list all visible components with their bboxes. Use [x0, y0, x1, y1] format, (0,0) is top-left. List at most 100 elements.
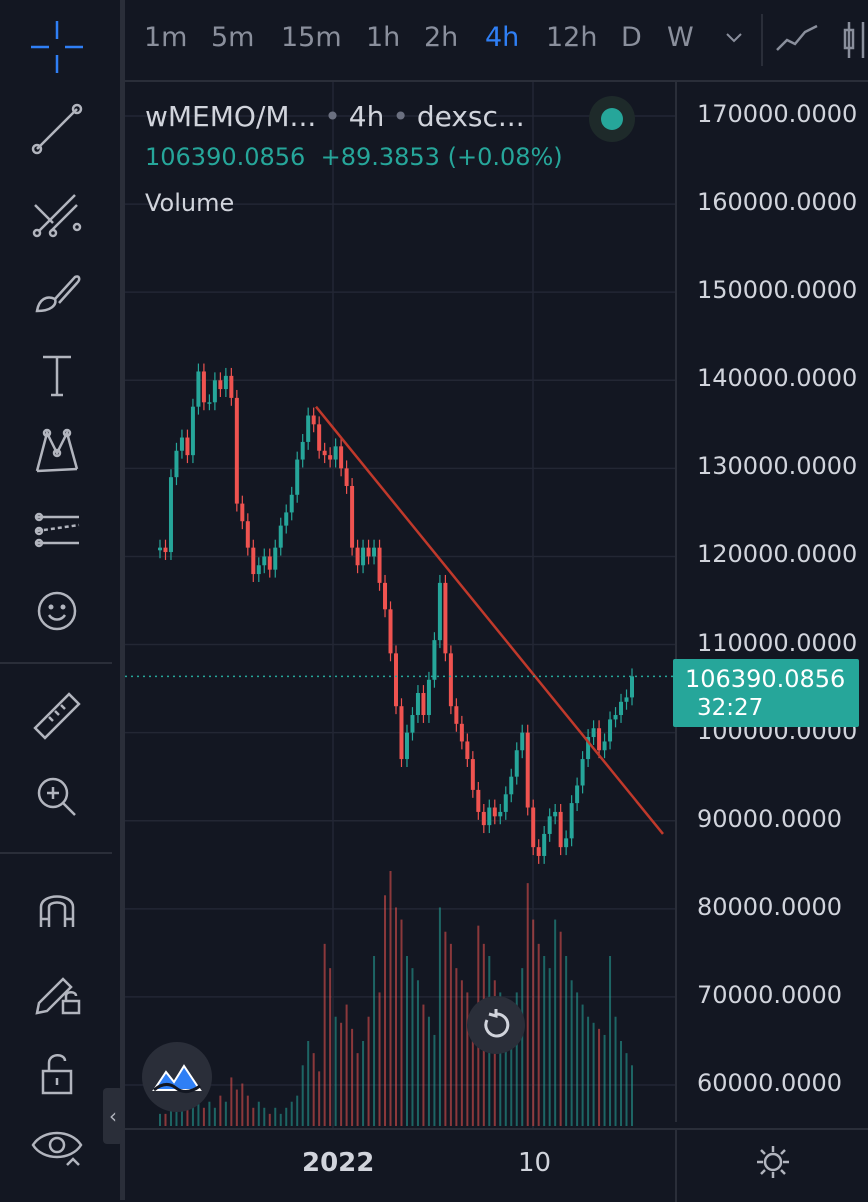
candle-body: [569, 803, 574, 839]
reset-chart-button[interactable]: [467, 996, 525, 1054]
volume-bar: [526, 883, 529, 1126]
timeframe-bar: 1m 5m 15m 1h 2h 4h 12h D W: [125, 0, 868, 82]
candle-body: [459, 723, 464, 742]
candle-body: [168, 477, 173, 553]
candle-body: [256, 565, 261, 575]
candle-body: [158, 547, 162, 551]
timeframe-12h[interactable]: 12h: [546, 22, 598, 53]
volume-bar: [307, 1041, 310, 1126]
candle-body: [339, 446, 344, 469]
volume-bar: [312, 1053, 315, 1126]
volume-bar: [395, 907, 397, 1126]
chart-type-icon[interactable]: [773, 18, 821, 62]
timeframe-1h[interactable]: 1h: [366, 22, 401, 53]
candle-body: [394, 653, 398, 707]
candle-body: [613, 715, 618, 720]
candle-body: [465, 741, 470, 760]
timeframe-15m[interactable]: 15m: [281, 22, 342, 53]
volume-bar: [416, 980, 419, 1126]
timeframe-4h[interactable]: 4h: [485, 22, 520, 53]
candle-body: [564, 838, 569, 848]
volume-bar: [449, 943, 452, 1126]
volume-label: Volume: [145, 189, 235, 217]
volume-bar: [466, 992, 469, 1126]
candle-body: [350, 485, 355, 548]
symbol-name[interactable]: wMEMO/M...: [145, 100, 317, 133]
volume-bar: [318, 1071, 321, 1126]
unlock-icon[interactable]: [22, 1038, 92, 1108]
candle-body: [624, 697, 629, 702]
volume-bar: [515, 992, 518, 1126]
collapse-toolbar-button[interactable]: ‹: [103, 1088, 123, 1144]
legend-exchange: dexsc...: [416, 100, 525, 133]
price-axis[interactable]: 170000.0000 160000.0000 150000.0000 140000.…: [675, 82, 868, 1122]
forecast-icon[interactable]: [22, 496, 92, 566]
candle-body: [311, 415, 316, 425]
timeframe-2h[interactable]: 2h: [424, 22, 459, 53]
text-icon[interactable]: [22, 340, 92, 410]
price-tick: 130000.0000: [697, 452, 858, 481]
volume-bar: [499, 992, 502, 1126]
volume-bar: [537, 943, 540, 1126]
market-status-icon[interactable]: [589, 96, 635, 142]
volume-bar: [598, 1028, 601, 1126]
candle-body: [454, 706, 459, 724]
volume-bar: [576, 992, 579, 1126]
volume-bar: [323, 943, 326, 1126]
candle-body: [602, 741, 607, 751]
timeframe-5m[interactable]: 5m: [211, 22, 255, 53]
volume-bar: [587, 1016, 590, 1126]
candle-body: [388, 609, 393, 654]
volume-bar: [362, 1041, 365, 1126]
volume-bar: [356, 1053, 359, 1126]
volume-bar: [592, 1022, 595, 1126]
candle-body: [531, 807, 536, 848]
eye-icon[interactable]: [22, 1112, 92, 1182]
candle-body: [185, 437, 190, 456]
volume-bar: [532, 919, 535, 1126]
lock-drawing-icon[interactable]: [22, 956, 92, 1026]
timeframe-w[interactable]: W: [667, 22, 694, 53]
brush-icon[interactable]: [22, 258, 92, 328]
volume-bar: [202, 1107, 205, 1126]
time-tick: 10: [518, 1148, 552, 1178]
volume-bar: [548, 968, 551, 1126]
timeframe-1m[interactable]: 1m: [144, 22, 188, 53]
candle-body: [223, 375, 228, 390]
zoom-in-icon[interactable]: [22, 762, 92, 832]
volume-bar: [186, 1095, 189, 1126]
candle-body: [426, 679, 431, 716]
emoji-icon[interactable]: [22, 576, 92, 646]
magnet-icon[interactable]: [22, 874, 92, 944]
candle-body: [575, 785, 580, 804]
timeframe-d[interactable]: D: [621, 22, 642, 53]
candle-body: [174, 450, 179, 478]
price-tick: 160000.0000: [697, 188, 858, 217]
volume-bar: [224, 1101, 227, 1126]
volume-bar: [208, 1101, 211, 1126]
volume-bar: [444, 931, 447, 1126]
volume-bar: [197, 1089, 200, 1126]
crosshair-icon[interactable]: [22, 12, 92, 82]
candle-body: [218, 380, 223, 390]
pattern-icon[interactable]: [22, 416, 92, 486]
price-tick: 60000.0000: [697, 1069, 843, 1097]
gear-icon[interactable]: [755, 1144, 791, 1184]
chevron-down-icon[interactable]: [723, 26, 745, 52]
candle-body: [355, 547, 360, 566]
candle-body: [608, 719, 613, 742]
trend-line-icon[interactable]: [22, 94, 92, 164]
volume-bar: [329, 968, 332, 1126]
volume-bar: [169, 1107, 172, 1126]
tradingview-logo-button[interactable]: [142, 1042, 212, 1112]
indicators-icon[interactable]: [841, 18, 868, 66]
time-axis[interactable]: 2022 10: [125, 1128, 675, 1202]
candle-body: [410, 715, 415, 733]
volume-bar: [257, 1101, 260, 1126]
volume-bar: [296, 1095, 299, 1126]
legend-change-pct: (+0.08%): [447, 143, 563, 171]
ruler-icon[interactable]: [22, 682, 92, 752]
fib-icon[interactable]: [22, 176, 92, 246]
volume-bar: [241, 1083, 244, 1126]
